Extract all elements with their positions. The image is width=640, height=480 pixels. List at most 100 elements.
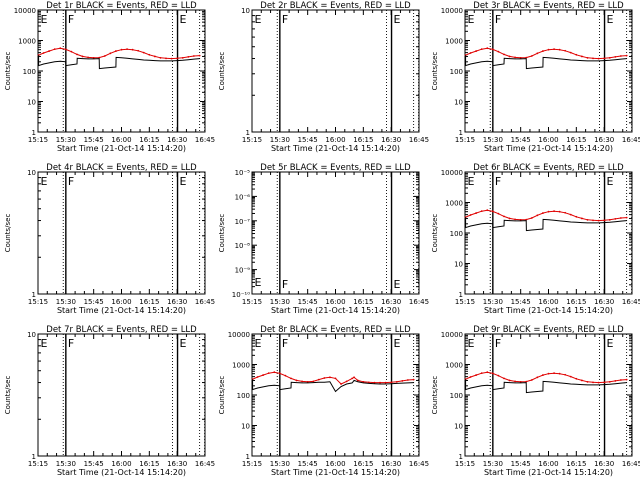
x-tick-label: 15:45	[298, 136, 318, 144]
event-marker-label: E	[607, 13, 614, 26]
y-tick-label: 10	[454, 99, 463, 107]
x-tick-label: 16:45	[409, 298, 429, 306]
lld-data-point	[586, 56, 589, 59]
lld-data-point	[575, 215, 578, 218]
lld-data-point	[59, 47, 62, 50]
y-tick-label: 1000	[232, 362, 250, 370]
x-tick-label: 16:15	[139, 460, 159, 468]
lld-data-point	[148, 53, 151, 56]
lld-data-point	[384, 381, 387, 384]
event-marker-label: E	[607, 337, 614, 350]
detector-panel: Det 7r BLACK = Events, RED = LLD 1 10 15:15…	[4, 325, 215, 477]
event-marker-label: E	[468, 175, 475, 188]
x-tick-label: 15:30	[270, 298, 290, 306]
lld-series-line	[38, 47, 200, 60]
lld-data-point	[592, 381, 594, 384]
x-tick-label: 16:00	[538, 460, 558, 468]
lld-data-point	[547, 372, 550, 375]
lld-data-point	[519, 380, 522, 383]
lld-series-line	[465, 209, 627, 222]
x-tick-label: 15:30	[483, 136, 503, 144]
lld-data-point	[597, 381, 600, 384]
y-tick-label: 10⁻¹⁰	[232, 291, 250, 299]
lld-data-point	[92, 56, 95, 59]
y-tick-label: 1	[32, 453, 36, 461]
x-tick-label: 15:15	[242, 298, 262, 306]
x-tick-label: 15:30	[56, 298, 76, 306]
lld-data-point	[625, 54, 628, 57]
lld-data-point	[340, 383, 342, 385]
lld-data-point	[614, 379, 617, 382]
event-marker-label: E	[468, 13, 475, 26]
x-tick-label: 15:45	[511, 136, 531, 144]
lld-data-point	[137, 49, 140, 52]
lld-data-point	[614, 55, 617, 58]
x-tick-label: 16:45	[195, 460, 215, 468]
lld-data-point	[625, 378, 628, 381]
lld-data-point	[564, 49, 567, 52]
y-tick-label: 10000	[441, 169, 463, 177]
lld-data-point	[525, 218, 528, 221]
lld-series-line	[465, 47, 627, 60]
lld-data-point	[619, 217, 622, 219]
x-axis-label: Start Time (21-Oct-14 15:14:20)	[484, 306, 613, 315]
y-tick-label: 100	[237, 392, 250, 400]
lld-data-point	[345, 380, 348, 383]
x-tick-label: 16:15	[566, 460, 586, 468]
y-axis-label: Counts/sec	[218, 214, 226, 253]
y-tick-label: 1000	[445, 362, 463, 370]
x-tick-label: 15:30	[56, 136, 76, 144]
lld-data-point	[256, 376, 259, 378]
x-tick-label: 16:15	[139, 136, 159, 144]
lld-data-point	[491, 372, 494, 375]
x-tick-label: 15:30	[270, 460, 290, 468]
y-tick-label: 1	[459, 453, 463, 461]
lld-data-point	[362, 380, 365, 383]
panel-title: Det 4r BLACK = Events, RED = LLD	[46, 163, 197, 173]
detector-panel: Det 5r BLACK = Events, RED = LLD 10⁻¹⁰ 10⁻…	[218, 163, 429, 315]
lld-data-point	[508, 379, 511, 382]
x-tick-label: 15:15	[455, 460, 475, 468]
detector-panel: Det 9r BLACK = Events, RED = LLD 1 10 100 10…	[431, 325, 640, 477]
lld-data-point	[581, 217, 583, 220]
x-tick-label: 15:15	[28, 298, 48, 306]
lld-data-point	[469, 214, 472, 216]
lld-data-point	[406, 379, 409, 381]
x-tick-label: 15:45	[511, 298, 531, 306]
y-axis-label: Counts/sec	[431, 52, 439, 91]
y-tick-label: 1000	[18, 38, 36, 46]
y-tick-label: 10⁻⁸	[235, 242, 251, 250]
lld-data-point	[290, 377, 292, 380]
y-tick-label: 100	[450, 392, 463, 400]
x-tick-label: 16:15	[566, 298, 586, 306]
lld-series-line	[252, 371, 414, 385]
x-tick-label: 16:15	[353, 136, 373, 144]
lld-data-point	[619, 55, 622, 57]
lld-data-point	[284, 374, 287, 377]
y-tick-label: 1	[32, 129, 36, 137]
events-series-line	[38, 55, 200, 70]
lld-data-point	[176, 57, 179, 60]
x-tick-label: 16:00	[538, 136, 558, 144]
y-axis-label: Counts/sec	[431, 376, 439, 415]
event-marker-label: E	[180, 337, 187, 350]
lld-data-point	[81, 55, 84, 58]
event-marker-label: E	[394, 278, 401, 291]
lld-data-point	[503, 377, 505, 380]
y-tick-label: 100	[23, 68, 36, 76]
panel-title: Det 1r BLACK = Events, RED = LLD	[46, 1, 197, 11]
lld-data-point	[497, 212, 500, 215]
x-tick-label: 15:45	[84, 136, 104, 144]
event-marker-label: F	[68, 13, 74, 26]
lld-data-point	[187, 55, 190, 58]
event-marker-label: E	[180, 175, 187, 188]
x-tick-label: 15:30	[56, 460, 76, 468]
x-axis-label: Start Time (21-Oct-14 15:14:20)	[484, 468, 613, 477]
event-marker-label: E	[394, 13, 401, 26]
event-marker-label: E	[607, 175, 614, 188]
lld-data-point	[469, 376, 472, 378]
y-axis-label: Counts/sec	[4, 52, 12, 91]
lld-data-point	[486, 209, 489, 212]
y-tick-label: 10	[241, 423, 250, 431]
x-tick-label: 16:00	[111, 460, 131, 468]
